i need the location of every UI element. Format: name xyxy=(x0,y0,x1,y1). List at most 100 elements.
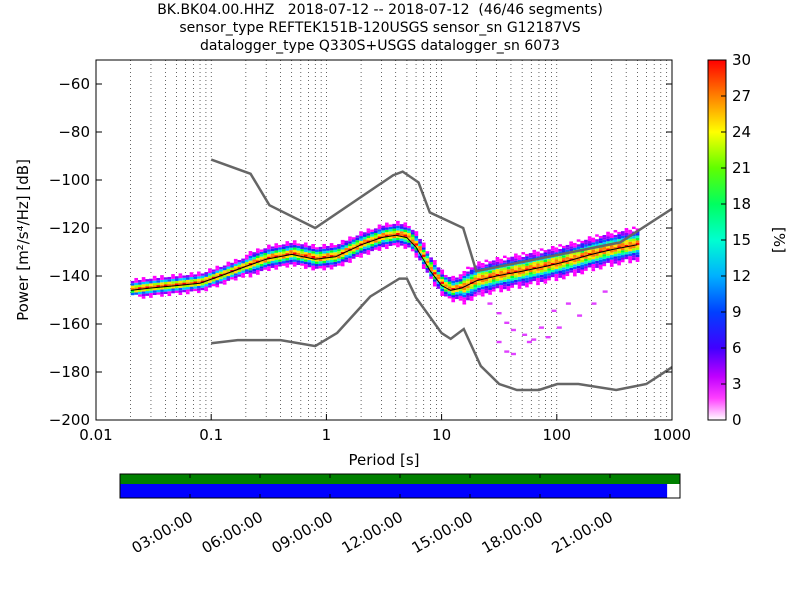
heatmap-cell xyxy=(197,281,201,284)
heatmap-cell xyxy=(167,276,172,280)
heatmap-cell xyxy=(414,250,419,253)
heatmap-cell xyxy=(561,257,566,261)
heatmap-cell xyxy=(602,258,607,262)
heatmap-cell xyxy=(322,253,327,256)
heatmap-cell xyxy=(569,248,574,252)
heatmap-cell xyxy=(292,240,297,243)
heatmap-cell xyxy=(455,299,459,302)
heatmap-cell xyxy=(598,243,603,246)
heatmap-cell xyxy=(160,291,164,295)
heatmap-cell xyxy=(355,235,360,238)
heatmap-cell xyxy=(414,233,419,237)
heatmap-cell xyxy=(373,235,378,238)
heatmap-cell xyxy=(547,246,551,250)
heatmap-cell xyxy=(145,279,150,282)
heatmap-cell xyxy=(237,262,242,265)
heatmap-cell xyxy=(421,264,426,267)
heatmap-cell xyxy=(521,252,526,255)
heatmap-cell xyxy=(503,281,507,285)
heatmap-cell xyxy=(359,233,363,237)
heatmap-cell xyxy=(267,263,271,267)
heatmap-cell xyxy=(602,261,607,264)
heatmap-cell xyxy=(156,282,161,286)
heatmap-cell xyxy=(561,255,566,258)
heatmap-cell xyxy=(561,276,566,280)
heatmap-cell xyxy=(503,255,507,258)
heatmap-cell xyxy=(484,293,489,296)
heatmap-cell xyxy=(480,270,485,273)
heatmap-cell xyxy=(598,267,603,270)
heatmap-cell xyxy=(385,227,389,230)
heatmap-cell xyxy=(632,257,636,261)
heatmap-cell xyxy=(244,259,249,262)
heatmap-cell xyxy=(163,281,168,285)
heatmap-cell xyxy=(539,281,544,285)
heatmap-cell xyxy=(495,264,500,267)
heatmap-cell xyxy=(432,279,437,282)
heatmap-cell xyxy=(256,262,260,266)
heatmap-cell xyxy=(484,276,489,279)
heatmap-cell xyxy=(440,274,445,277)
heatmap-cell xyxy=(488,285,492,288)
heatmap-cell xyxy=(407,242,411,246)
heatmap-cell xyxy=(233,261,238,264)
heatmap-cell xyxy=(267,247,271,250)
colorbar-tick-label: 15 xyxy=(732,231,751,249)
heatmap-cell xyxy=(429,257,433,260)
heatmap-cell xyxy=(344,242,349,246)
heatmap-cell xyxy=(204,276,209,280)
heatmap-cell xyxy=(263,260,268,263)
heatmap-cell xyxy=(233,273,238,276)
heatmap-cell xyxy=(193,279,198,282)
heatmap-cell xyxy=(499,258,504,262)
heatmap-cell xyxy=(565,256,570,260)
heatmap-cell xyxy=(536,256,540,259)
heatmap-cell xyxy=(403,222,408,225)
heatmap-cell xyxy=(569,270,574,273)
heatmap-cell xyxy=(504,321,510,324)
x-tick-label: 100 xyxy=(542,426,571,444)
heatmap-cell xyxy=(595,258,599,261)
heatmap-cell xyxy=(211,274,216,277)
heatmap-cell xyxy=(484,264,489,267)
heatmap-cell xyxy=(536,251,540,254)
heatmap-cell xyxy=(458,295,463,299)
heatmap-cell xyxy=(373,225,378,229)
heatmap-cell xyxy=(171,286,175,289)
heatmap-cell xyxy=(215,284,220,288)
heatmap-cell xyxy=(532,271,537,274)
heatmap-cell xyxy=(219,264,223,267)
heatmap-cell xyxy=(528,272,533,275)
heatmap-cell xyxy=(495,276,500,279)
heatmap-cell xyxy=(525,251,529,254)
heatmap-cell xyxy=(381,232,386,236)
heatmap-cell xyxy=(425,253,430,256)
heatmap-cell xyxy=(580,269,585,272)
heatmap-cell xyxy=(296,240,301,244)
heatmap-cell xyxy=(322,267,327,271)
heatmap-cell xyxy=(174,280,179,284)
heatmap-cell xyxy=(554,259,559,262)
heatmap-cell xyxy=(620,255,625,258)
heatmap-cell xyxy=(381,225,386,229)
heatmap-cell xyxy=(466,276,470,279)
heatmap-cell xyxy=(248,253,253,256)
heatmap-cell xyxy=(558,265,562,269)
heatmap-cell xyxy=(130,283,135,286)
heatmap-cell xyxy=(547,278,551,281)
heatmap-cell xyxy=(377,236,382,239)
heatmap-cell xyxy=(388,233,393,237)
heatmap-cell xyxy=(506,259,511,263)
heatmap-cell xyxy=(381,244,386,248)
heatmap-cell xyxy=(609,245,614,248)
heatmap-cell xyxy=(233,263,238,267)
heatmap-cell xyxy=(314,254,319,257)
heatmap-cell xyxy=(285,255,290,258)
heatmap-cell xyxy=(565,254,570,257)
heatmap-cell xyxy=(609,262,614,265)
heatmap-cell xyxy=(491,291,496,294)
heatmap-cell xyxy=(326,245,330,249)
heatmap-cell xyxy=(263,245,268,249)
heatmap-cell xyxy=(241,263,245,266)
heatmap-cell xyxy=(156,289,161,293)
